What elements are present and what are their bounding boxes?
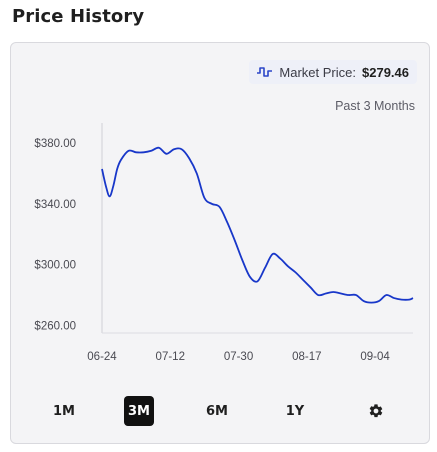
market-price-badge: Market Price: $279.46: [249, 60, 417, 84]
x-tick-label: 06-24: [87, 351, 117, 363]
settings-button[interactable]: [361, 396, 391, 426]
x-tick-label: 07-12: [156, 351, 185, 363]
page-title: Price History: [12, 6, 145, 27]
range-button-3m[interactable]: 3M: [124, 396, 154, 426]
x-tick-label: 07-30: [224, 351, 253, 363]
price-line-chart: $380.00 $340.00 $300.00 $260.00 06-24 07-12 07…: [34, 123, 414, 363]
y-tick-label: $380.00: [34, 138, 76, 150]
y-tick-label: $260.00: [34, 320, 76, 332]
price-history-card: Market Price: $279.46 Past 3 Months $380…: [10, 42, 430, 444]
range-caption: Past 3 Months: [335, 99, 415, 113]
range-button-1m[interactable]: 1M: [53, 403, 75, 419]
range-button-group: 1M 3M 6M 1Y: [11, 396, 429, 430]
chart-pulse-icon: [257, 67, 273, 77]
y-tick-label: $340.00: [34, 199, 76, 211]
x-tick-label: 08-17: [292, 351, 321, 363]
range-button-6m[interactable]: 6M: [206, 403, 228, 419]
price-series-line: [101, 146, 414, 304]
market-price-value: $279.46: [362, 64, 409, 80]
gear-icon: [369, 404, 383, 418]
market-price-label: Market Price:: [279, 64, 356, 80]
x-tick-label: 09-04: [360, 351, 390, 363]
y-tick-label: $300.00: [34, 260, 76, 272]
range-button-1y[interactable]: 1Y: [285, 403, 305, 419]
